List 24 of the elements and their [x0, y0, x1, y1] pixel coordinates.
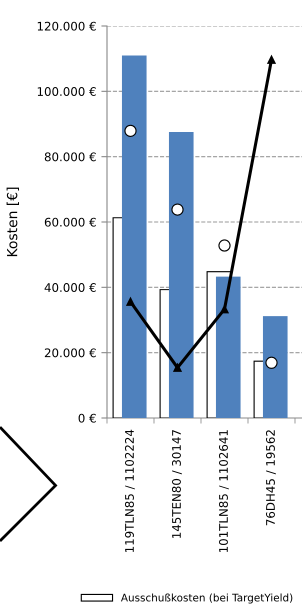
point	[220, 305, 229, 314]
y-tick-label: 60.000 €	[44, 218, 96, 227]
x-tick-label: 76DH45 / 19562	[266, 430, 276, 526]
bar	[122, 56, 147, 418]
bar	[216, 276, 241, 418]
x-tick-label: 119TLN85 / 1102224	[124, 430, 135, 552]
x-tick-label: 101TLN85 / 1102641	[218, 430, 229, 552]
point	[124, 124, 137, 137]
bar	[168, 132, 194, 418]
point	[265, 356, 278, 369]
point	[267, 55, 276, 64]
bar	[262, 316, 288, 418]
y-tick-label: 100.000 €	[38, 87, 96, 96]
x-tick-label: 145TEN80 / 30147	[172, 430, 182, 538]
y-tick-label: 40.000 €	[44, 283, 96, 292]
point	[173, 364, 182, 372]
y-tick-label: 80.000 €	[44, 152, 96, 162]
point	[126, 298, 135, 306]
y-tick-label: 20.000 €	[44, 348, 96, 358]
y-axis-title: Kosten [€]	[6, 188, 19, 256]
y-tick-label: 0 €	[78, 414, 96, 423]
y-tick-label: 120.000 €	[38, 22, 96, 31]
legend-label: Ausschußkosten (bei TargetYield)	[120, 593, 292, 604]
point	[171, 203, 184, 216]
